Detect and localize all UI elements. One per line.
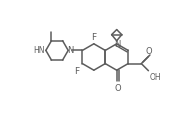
Text: F: F	[91, 32, 96, 41]
Text: O: O	[114, 83, 121, 92]
Text: N: N	[114, 39, 120, 48]
Text: F: F	[74, 66, 79, 75]
Text: OH: OH	[149, 72, 161, 81]
Text: HN: HN	[33, 46, 44, 55]
Text: N: N	[67, 46, 73, 55]
Text: O: O	[146, 47, 152, 56]
